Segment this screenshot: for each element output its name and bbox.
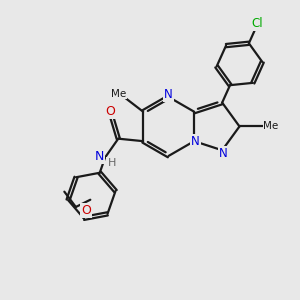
Text: N: N	[164, 88, 173, 101]
Text: Cl: Cl	[252, 17, 263, 30]
Text: Me: Me	[111, 88, 127, 98]
Text: H: H	[107, 158, 116, 168]
Text: N: N	[219, 147, 228, 160]
Text: O: O	[105, 105, 115, 118]
Text: Me: Me	[263, 122, 279, 131]
Text: N: N	[191, 135, 200, 148]
Text: N: N	[95, 149, 104, 163]
Text: O: O	[82, 204, 91, 217]
